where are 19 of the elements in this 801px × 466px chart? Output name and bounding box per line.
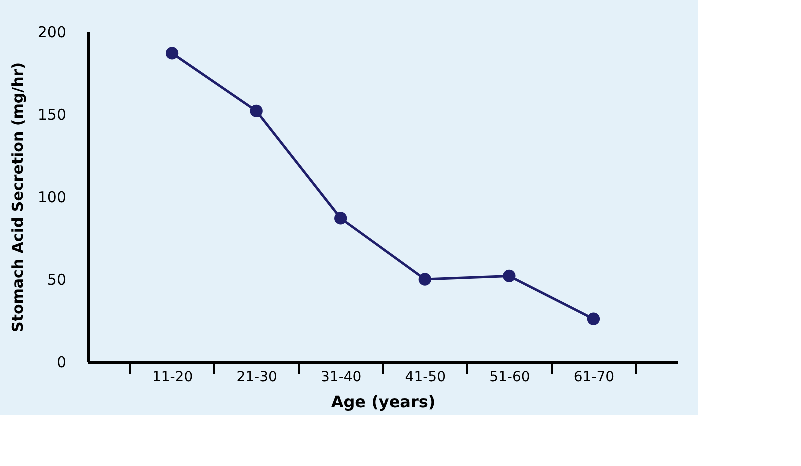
x-tick-label: 21-30 xyxy=(236,370,278,386)
point xyxy=(587,312,600,326)
y-tick-label: 0 xyxy=(56,354,66,372)
point xyxy=(503,270,516,283)
x-tick-label: 31-40 xyxy=(321,370,362,386)
x-tick-label: 11-20 xyxy=(152,370,194,386)
point xyxy=(418,273,432,286)
point xyxy=(334,212,348,225)
y-tick-label: 150 xyxy=(38,106,66,124)
point xyxy=(166,47,179,60)
y-tick-label: 50 xyxy=(47,271,66,289)
y-axis-title: Stomach Acid Secretion (mg/hr) xyxy=(8,62,27,333)
x-tick-label: 41-50 xyxy=(405,370,446,386)
point xyxy=(250,104,263,118)
y-tick-label: 100 xyxy=(38,188,66,206)
y-tick-label: 200 xyxy=(38,24,66,42)
x-tick-label: 61-70 xyxy=(574,370,615,386)
x-tick-label: 51-60 xyxy=(490,370,530,386)
x-axis-title: Age (years) xyxy=(331,392,436,412)
